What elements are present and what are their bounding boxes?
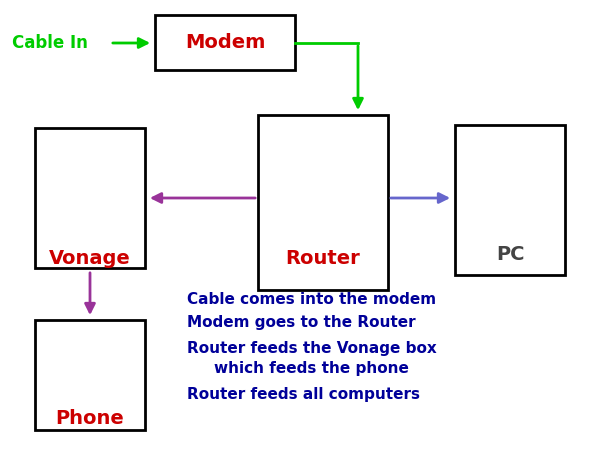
Bar xyxy=(35,128,145,268)
Bar xyxy=(155,15,295,70)
Text: Modem: Modem xyxy=(185,32,265,51)
Text: Router feeds the Vonage box: Router feeds the Vonage box xyxy=(187,341,437,356)
Bar xyxy=(258,115,388,290)
Text: Phone: Phone xyxy=(56,409,124,428)
Text: Vonage: Vonage xyxy=(49,248,131,267)
Bar xyxy=(35,320,145,430)
Text: Router: Router xyxy=(286,248,361,267)
Text: Router feeds all computers: Router feeds all computers xyxy=(187,387,420,402)
Text: Cable In: Cable In xyxy=(12,34,88,52)
Text: Modem goes to the Router: Modem goes to the Router xyxy=(187,315,416,330)
Bar xyxy=(455,125,565,275)
Text: PC: PC xyxy=(496,246,524,265)
Text: which feeds the phone: which feeds the phone xyxy=(214,360,409,375)
Text: Cable comes into the modem: Cable comes into the modem xyxy=(187,292,436,307)
